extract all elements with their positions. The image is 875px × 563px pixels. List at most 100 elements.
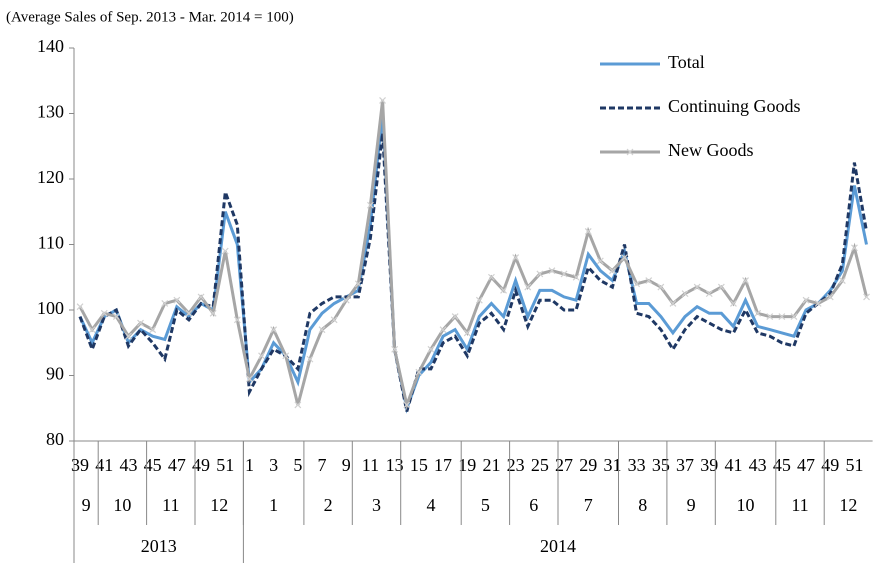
month-label: 9 bbox=[82, 495, 91, 515]
x-tick-label: 39 bbox=[700, 455, 718, 475]
point-marker bbox=[463, 329, 471, 337]
x-tick-label: 45 bbox=[144, 455, 162, 475]
x-tick-label: 25 bbox=[531, 455, 549, 475]
point-marker bbox=[584, 227, 592, 235]
point-marker bbox=[814, 300, 822, 307]
point-marker bbox=[367, 201, 374, 209]
point-marker bbox=[790, 313, 798, 320]
point-marker bbox=[137, 319, 144, 327]
legend-marker bbox=[626, 148, 634, 156]
x-tick-label: 47 bbox=[797, 455, 815, 475]
x-tick-label: 23 bbox=[507, 455, 525, 475]
y-tick-label: 110 bbox=[38, 233, 64, 253]
point-marker bbox=[391, 345, 399, 353]
x-tick-label: 7 bbox=[318, 455, 327, 475]
point-marker bbox=[270, 326, 278, 334]
month-label: 10 bbox=[737, 495, 755, 515]
month-label: 10 bbox=[113, 495, 131, 515]
point-marker bbox=[609, 267, 616, 275]
x-tick-label: 1 bbox=[245, 455, 254, 475]
month-label: 8 bbox=[638, 495, 647, 515]
point-marker bbox=[475, 296, 483, 304]
point-marker bbox=[125, 332, 132, 340]
point-marker bbox=[851, 244, 858, 252]
point-marker bbox=[621, 254, 628, 262]
point-marker bbox=[512, 254, 520, 262]
x-tick-label: 47 bbox=[168, 455, 186, 475]
point-marker bbox=[258, 352, 265, 360]
month-label: 12 bbox=[839, 495, 857, 515]
point-marker bbox=[427, 345, 435, 353]
x-tick-label: 39 bbox=[71, 455, 89, 475]
point-marker bbox=[149, 326, 157, 334]
x-tick-label: 41 bbox=[724, 455, 742, 475]
point-marker bbox=[778, 313, 786, 320]
y-tick-label: 140 bbox=[37, 36, 64, 56]
x-tick-label: 43 bbox=[119, 455, 137, 475]
x-tick-label: 43 bbox=[749, 455, 767, 475]
point-marker bbox=[342, 296, 350, 304]
month-label: 5 bbox=[481, 495, 490, 515]
point-marker bbox=[112, 313, 120, 320]
month-label: 6 bbox=[529, 495, 538, 515]
point-marker bbox=[766, 313, 774, 320]
point-marker bbox=[488, 273, 495, 281]
x-tick-label: 29 bbox=[579, 455, 597, 475]
point-marker bbox=[730, 300, 737, 307]
point-marker bbox=[536, 270, 544, 278]
month-label: 11 bbox=[791, 495, 808, 515]
point-marker bbox=[802, 296, 810, 304]
point-marker bbox=[439, 326, 447, 334]
x-tick-label: 27 bbox=[555, 455, 573, 475]
point-marker bbox=[246, 375, 253, 383]
point-marker bbox=[415, 368, 423, 376]
point-marker bbox=[524, 283, 532, 291]
month-label: 2 bbox=[324, 495, 333, 515]
x-tick-label: 11 bbox=[362, 455, 379, 475]
x-tick-label: 13 bbox=[386, 455, 404, 475]
point-marker bbox=[221, 247, 229, 255]
point-marker bbox=[548, 267, 556, 275]
point-marker bbox=[330, 316, 338, 324]
point-marker bbox=[826, 293, 834, 301]
point-marker bbox=[209, 309, 217, 317]
x-tick-label: 51 bbox=[216, 455, 234, 475]
point-marker bbox=[645, 277, 653, 284]
month-label: 12 bbox=[210, 495, 228, 515]
month-label: 3 bbox=[372, 495, 381, 515]
x-tick-label: 17 bbox=[434, 455, 452, 475]
point-marker bbox=[681, 290, 689, 298]
point-marker bbox=[88, 326, 96, 334]
legend-label: New Goods bbox=[668, 140, 754, 160]
point-marker bbox=[354, 280, 362, 288]
series-line bbox=[78, 132, 868, 412]
month-label: 7 bbox=[584, 495, 593, 515]
point-marker bbox=[705, 290, 713, 298]
point-marker bbox=[754, 309, 762, 317]
point-marker bbox=[306, 355, 314, 363]
x-tick-label: 19 bbox=[458, 455, 476, 475]
point-marker bbox=[403, 401, 411, 409]
x-tick-label: 33 bbox=[628, 455, 646, 475]
point-marker bbox=[161, 300, 169, 307]
x-tick-label: 15 bbox=[410, 455, 428, 475]
point-marker bbox=[657, 283, 665, 291]
point-marker bbox=[669, 300, 677, 307]
x-tick-label: 9 bbox=[342, 455, 351, 475]
point-marker bbox=[742, 277, 749, 284]
y-tick-label: 80 bbox=[46, 429, 64, 449]
x-tick-label: 49 bbox=[821, 455, 839, 475]
point-marker bbox=[633, 280, 641, 288]
x-tick-label: 45 bbox=[773, 455, 791, 475]
y-tick-label: 100 bbox=[37, 298, 64, 318]
x-tick-label: 41 bbox=[95, 455, 113, 475]
point-marker bbox=[173, 296, 181, 304]
point-marker bbox=[500, 286, 507, 294]
chart-subtitle: (Average Sales of Sep. 2013 - Mar. 2014 … bbox=[6, 9, 294, 25]
point-marker bbox=[76, 303, 84, 311]
point-marker bbox=[717, 283, 725, 291]
point-marker bbox=[596, 257, 604, 265]
legend-label: Continuing Goods bbox=[668, 96, 801, 116]
x-tick-label: 51 bbox=[845, 455, 863, 475]
